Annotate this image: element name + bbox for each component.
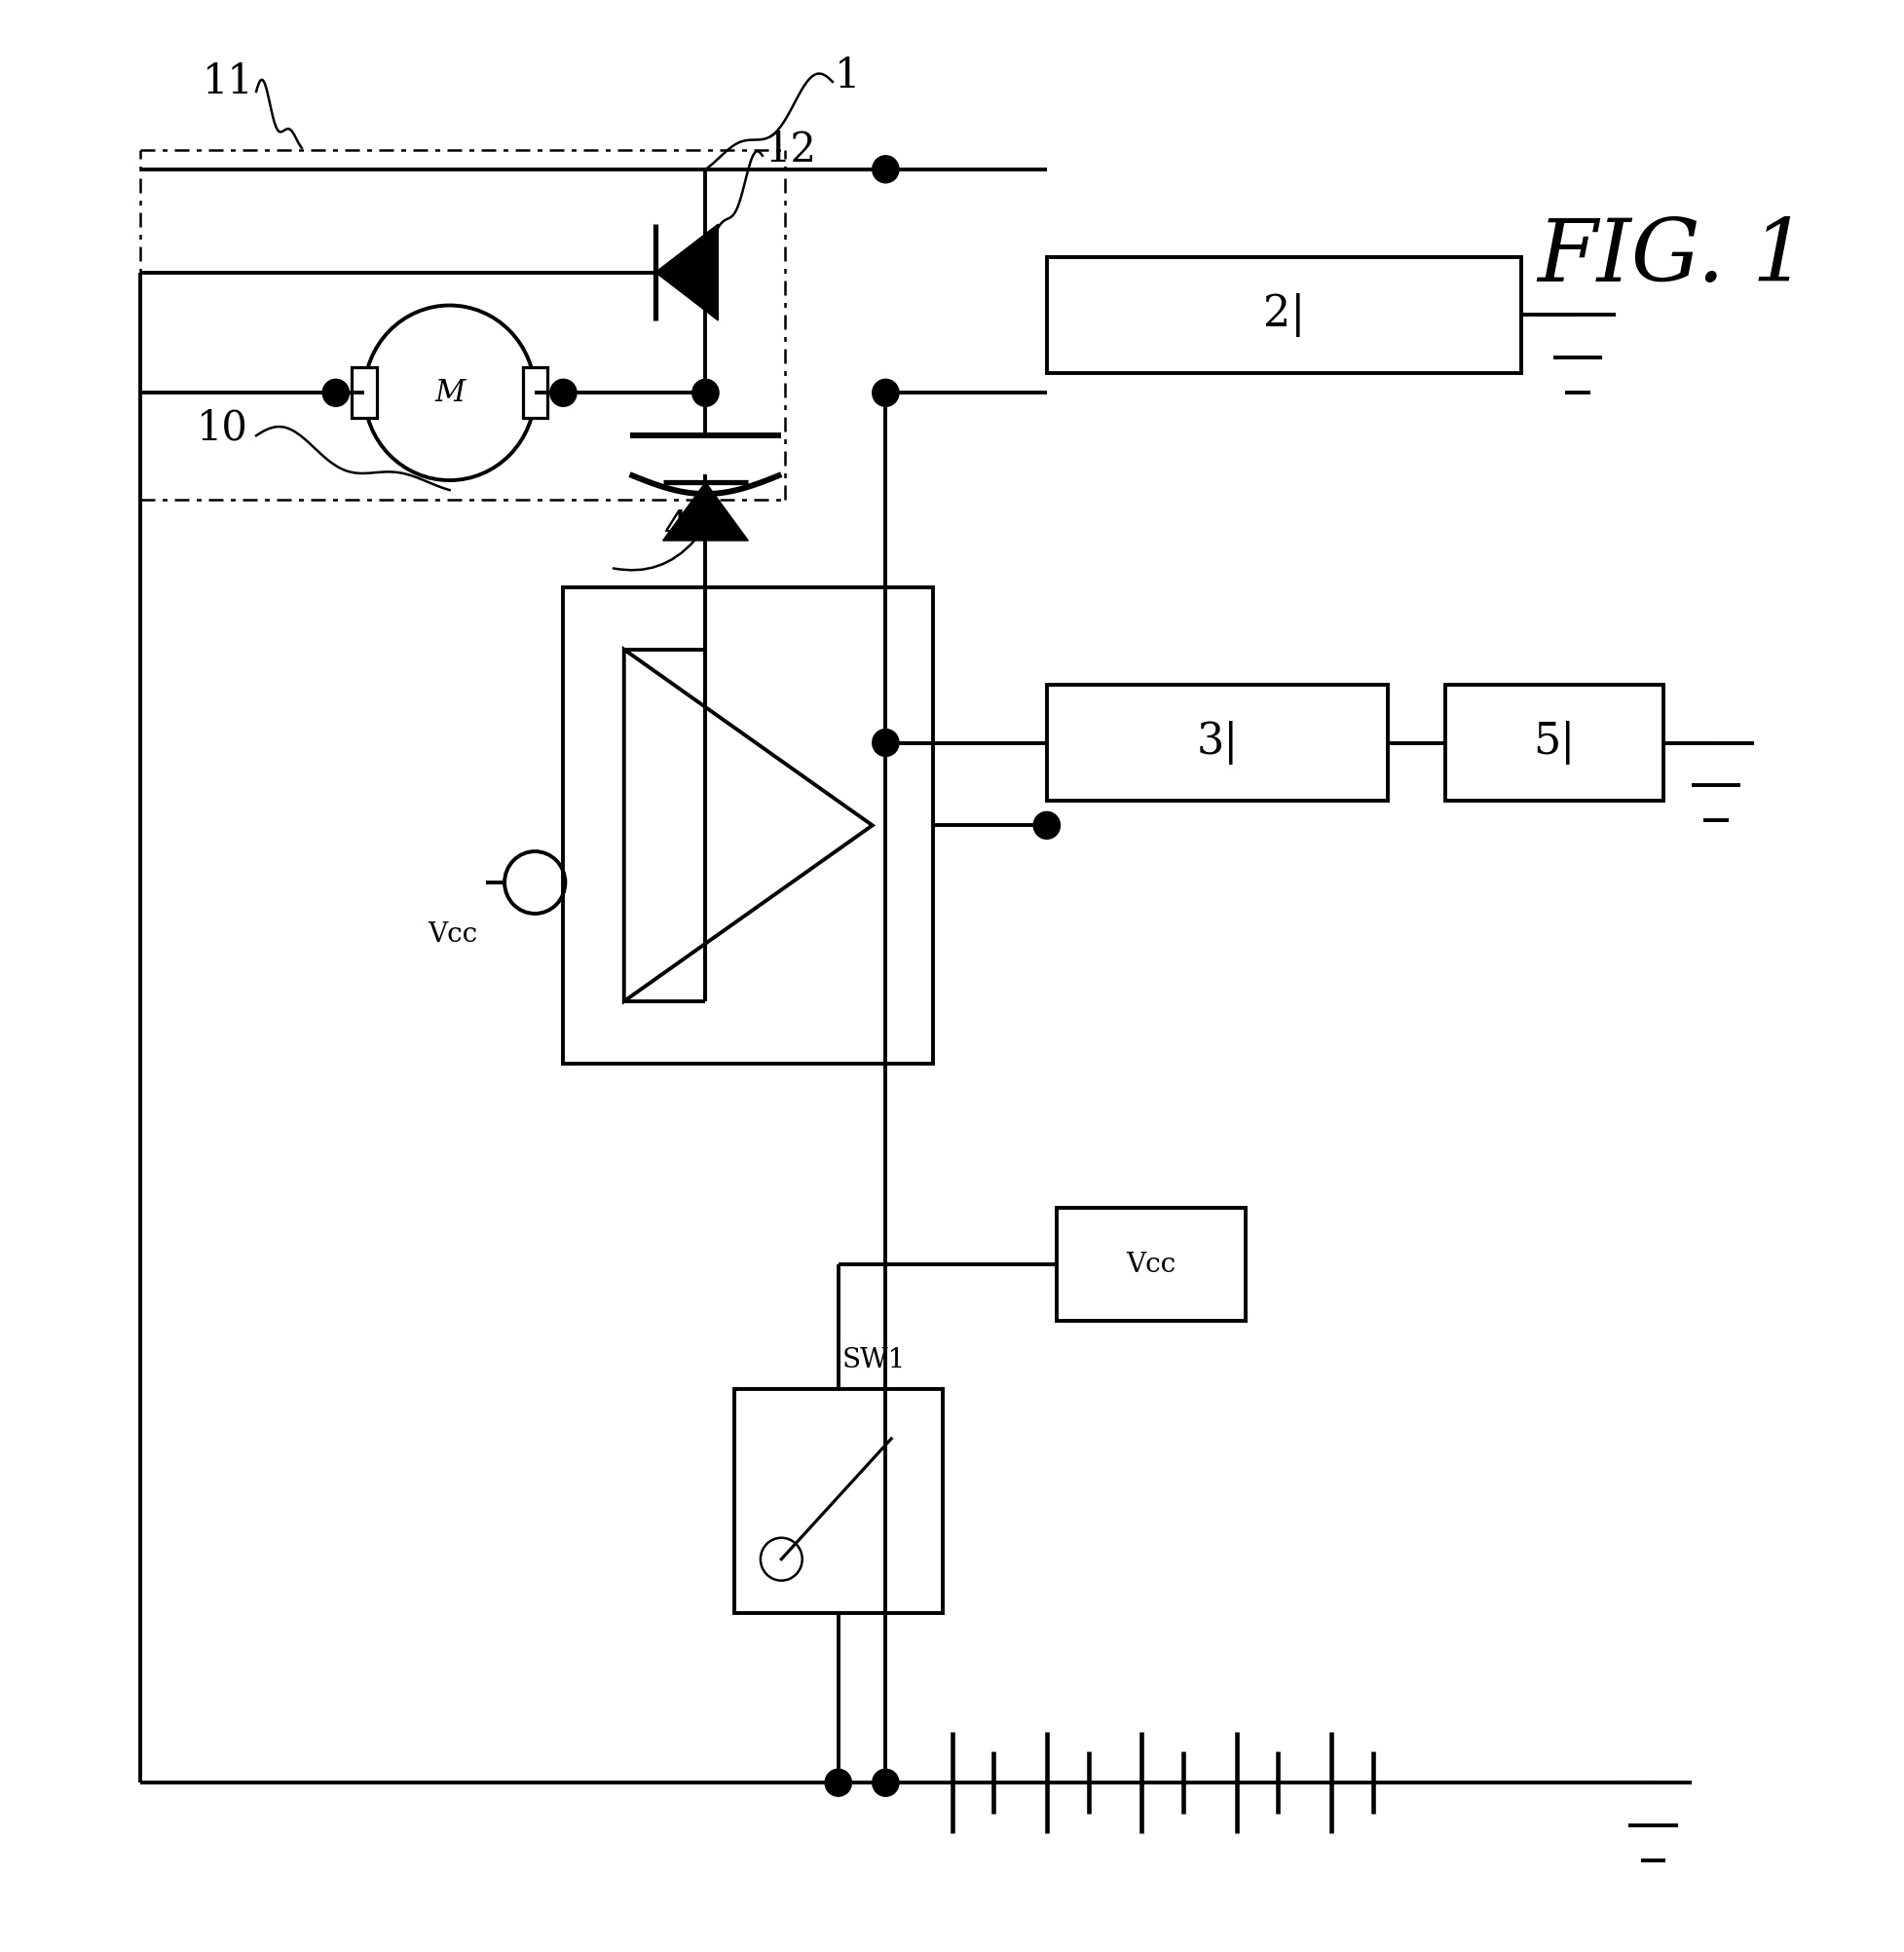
Bar [1445, 685, 1662, 800]
Bar [564, 588, 933, 1064]
Text: 3|: 3| [1196, 720, 1238, 765]
Text: SW1: SW1 [842, 1347, 906, 1374]
Bar [352, 367, 377, 418]
Bar [1047, 685, 1388, 800]
Text: 5|: 5| [1533, 720, 1575, 765]
Circle shape [1034, 812, 1061, 839]
Polygon shape [655, 224, 718, 320]
Text: Vcc: Vcc [428, 921, 478, 947]
Circle shape [872, 1769, 899, 1796]
Bar [1047, 258, 1521, 373]
Polygon shape [663, 482, 748, 541]
Bar [733, 1390, 942, 1612]
Circle shape [872, 730, 899, 755]
Text: 11: 11 [202, 61, 253, 102]
Circle shape [872, 156, 899, 183]
Circle shape [693, 379, 720, 406]
Bar [522, 367, 546, 418]
Text: M: M [434, 379, 465, 408]
Text: 12: 12 [765, 129, 817, 170]
Text: 10: 10 [196, 408, 248, 449]
Text: FIG. 1: FIG. 1 [1537, 215, 1807, 299]
Bar [1057, 1208, 1245, 1322]
Circle shape [872, 379, 899, 406]
Text: 4: 4 [664, 508, 689, 549]
Circle shape [550, 379, 577, 406]
Circle shape [322, 379, 348, 406]
Text: 2|: 2| [1262, 293, 1304, 338]
Circle shape [824, 1769, 851, 1796]
Text: 1: 1 [834, 55, 861, 96]
Text: Vcc: Vcc [1125, 1251, 1177, 1279]
